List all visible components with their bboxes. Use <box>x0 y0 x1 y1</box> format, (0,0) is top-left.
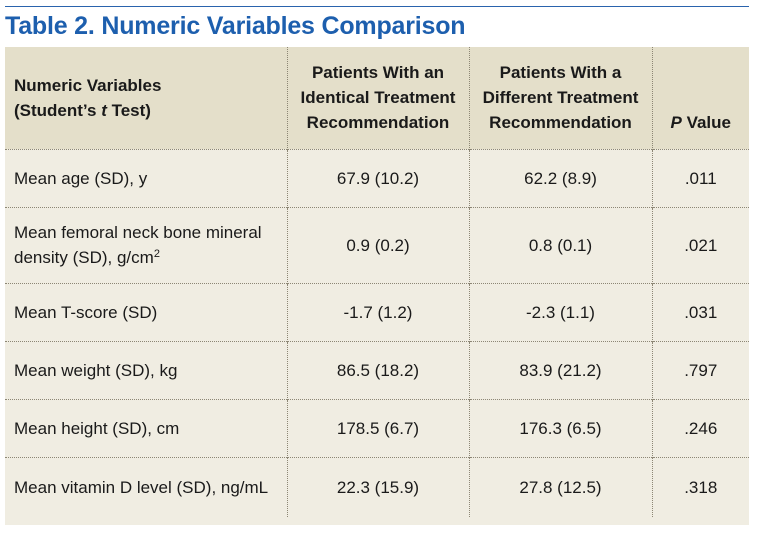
different-value: 0.8 (0.1) <box>468 207 652 283</box>
p-value: .011 <box>651 149 749 207</box>
comparison-table: Numeric Variables (Student’s t Test) Pat… <box>5 47 749 517</box>
table-title: Table 2. Numeric Variables Comparison <box>5 12 466 40</box>
top-rule <box>5 6 749 7</box>
header-p-value: P Value <box>651 47 749 149</box>
different-value: 83.9 (21.2) <box>468 341 652 399</box>
identical-value: 22.3 (15.9) <box>286 457 469 517</box>
row-label: Mean femoral neck bone mineral density (… <box>14 223 262 267</box>
identical-value: 178.5 (6.7) <box>286 399 469 457</box>
different-value: 176.3 (6.5) <box>468 399 652 457</box>
header-numeric-variables: Numeric Variables (Student’s t Test) <box>14 75 162 120</box>
row-label: Mean height (SD), cm <box>14 418 180 438</box>
header-row: Numeric Variables (Student’s t Test) Pat… <box>5 47 749 149</box>
table-row-bone-density: Mean femoral neck bone mineral density (… <box>5 207 749 283</box>
table-row-vitamin-d: Mean vitamin D level (SD), ng/mL 22.3 (1… <box>5 457 749 517</box>
table-container: Numeric Variables (Student’s t Test) Pat… <box>5 47 749 525</box>
row-label: Mean T-score (SD) <box>14 302 158 322</box>
row-label: Mean vitamin D level (SD), ng/mL <box>14 477 269 497</box>
table-row-height: Mean height (SD), cm 178.5 (6.7) 176.3 (… <box>5 399 749 457</box>
header-different-treatment: Patients With a Different Treatment Reco… <box>468 47 652 149</box>
identical-value: 67.9 (10.2) <box>286 149 469 207</box>
identical-value: -1.7 (1.2) <box>286 283 469 341</box>
table-row-weight: Mean weight (SD), kg 86.5 (18.2) 83.9 (2… <box>5 341 749 399</box>
different-value: 62.2 (8.9) <box>468 149 652 207</box>
p-value: .021 <box>651 207 749 283</box>
p-value: .797 <box>651 341 749 399</box>
p-value: .246 <box>651 399 749 457</box>
table-row-t-score: Mean T-score (SD) -1.7 (1.2) -2.3 (1.1) … <box>5 283 749 341</box>
identical-value: 0.9 (0.2) <box>286 207 469 283</box>
row-label: Mean weight (SD), kg <box>14 360 178 380</box>
table-row-age: Mean age (SD), y 67.9 (10.2) 62.2 (8.9) … <box>5 149 749 207</box>
identical-value: 86.5 (18.2) <box>286 341 469 399</box>
different-value: 27.8 (12.5) <box>468 457 652 517</box>
different-value: -2.3 (1.1) <box>468 283 652 341</box>
header-identical-treatment: Patients With an Identical Treatment Rec… <box>286 47 469 149</box>
p-value: .031 <box>651 283 749 341</box>
row-label: Mean age (SD), y <box>14 168 148 188</box>
p-value: .318 <box>651 457 749 517</box>
